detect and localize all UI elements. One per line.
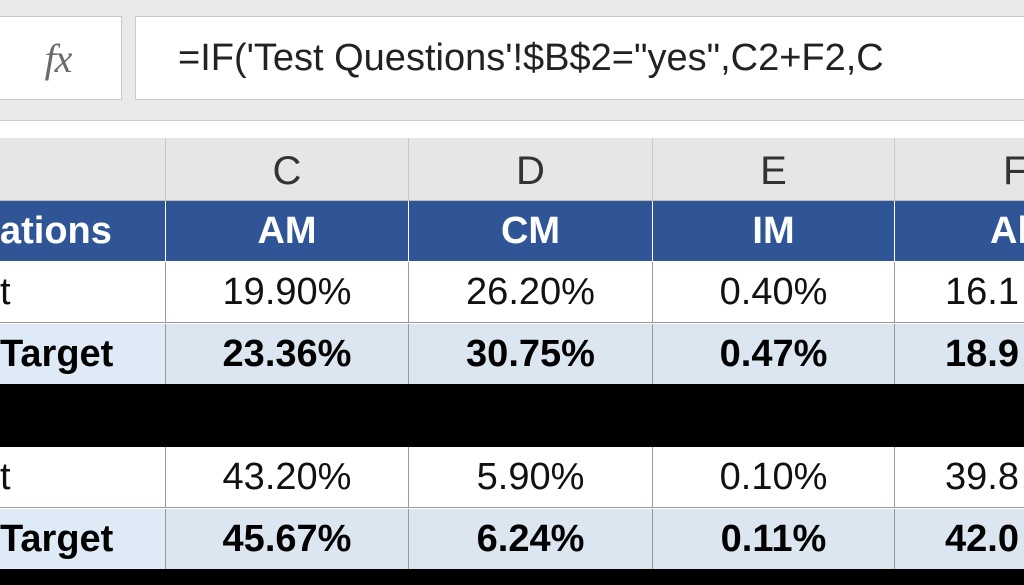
target-cell[interactable]: 23.36% <box>166 324 409 384</box>
column-header-f[interactable]: F <box>895 138 1024 200</box>
header-cell-am[interactable]: AM <box>166 201 409 261</box>
target-cell[interactable]: 45.67% <box>166 509 409 569</box>
row-label-cell[interactable]: Target <box>0 324 166 384</box>
value-cell[interactable]: 0.10% <box>653 447 895 507</box>
formula-bar: fx =IF('Test Questions'!$B$2="yes",C2+F2… <box>0 0 1024 121</box>
target-cell[interactable]: 6.24% <box>409 509 653 569</box>
column-header-b[interactable] <box>0 138 166 200</box>
insert-function-button[interactable]: fx <box>0 16 122 100</box>
table-row: t 19.90% 26.20% 0.40% 16.1 <box>0 262 1024 323</box>
header-cell-label[interactable]: ations <box>0 201 166 261</box>
header-cell-al[interactable]: Al <box>895 201 1024 261</box>
formula-input[interactable]: =IF('Test Questions'!$B$2="yes",C2+F2,C <box>135 16 1024 100</box>
row-label-cell[interactable]: t <box>0 447 166 507</box>
function-icon: fx <box>44 35 73 81</box>
value-cell[interactable]: 26.20% <box>409 262 653 322</box>
value-cell[interactable]: 39.8 <box>895 447 1024 507</box>
target-cell[interactable]: 30.75% <box>409 324 653 384</box>
value-cell[interactable]: 16.1 <box>895 262 1024 322</box>
target-cell[interactable]: 18.9 <box>895 324 1024 384</box>
separator-row[interactable] <box>0 569 1024 585</box>
value-cell[interactable]: 43.20% <box>166 447 409 507</box>
value-cell[interactable]: 19.90% <box>166 262 409 322</box>
target-cell[interactable]: 42.0 <box>895 509 1024 569</box>
value-cell[interactable]: 0.40% <box>653 262 895 322</box>
table-header-row: ations AM CM IM Al <box>0 201 1024 261</box>
target-cell[interactable]: 0.11% <box>653 509 895 569</box>
target-cell[interactable]: 0.47% <box>653 324 895 384</box>
table-row: t 43.20% 5.90% 0.10% 39.8 <box>0 447 1024 508</box>
table-row-target: Target 23.36% 30.75% 0.47% 18.9 <box>0 324 1024 384</box>
value-cell[interactable]: 5.90% <box>409 447 653 507</box>
column-header-e[interactable]: E <box>653 138 895 200</box>
column-header-c[interactable]: C <box>166 138 409 200</box>
column-header-row: C D E F <box>0 138 1024 201</box>
table-row-target: Target 45.67% 6.24% 0.11% 42.0 <box>0 509 1024 569</box>
column-header-d[interactable]: D <box>409 138 653 200</box>
row-label-cell[interactable]: t <box>0 262 166 322</box>
separator-row[interactable] <box>0 384 1024 447</box>
header-cell-cm[interactable]: CM <box>409 201 653 261</box>
header-cell-im[interactable]: IM <box>653 201 895 261</box>
row-label-cell[interactable]: Target <box>0 509 166 569</box>
